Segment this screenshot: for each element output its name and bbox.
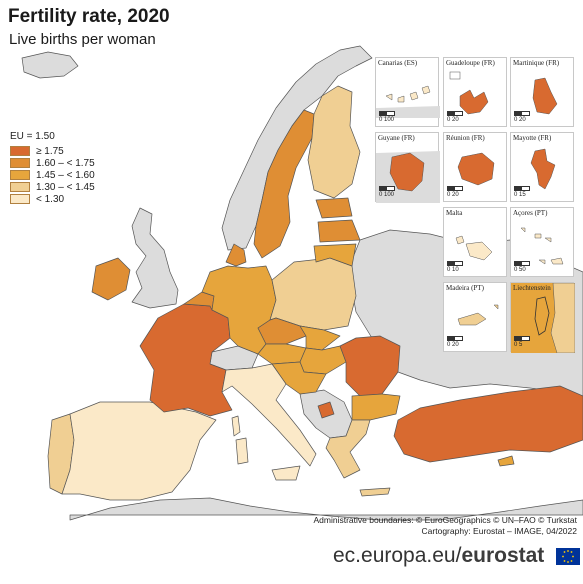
region-lithuania [313, 243, 357, 267]
inset-liechtenstein: Liechtenstein 0 5 [510, 282, 575, 353]
legend-label: < 1.30 [36, 193, 65, 205]
legend-swatch [10, 158, 30, 168]
scale-bar: 0 10 [447, 261, 463, 273]
legend-row: 1.30 – < 1.45 [10, 181, 95, 193]
footer-brand: eurostat [461, 544, 545, 567]
region-ireland [91, 257, 131, 301]
inset-label: Martinique (FR) [513, 59, 560, 67]
inset-label: Canarias (ES) [378, 59, 418, 67]
inset-reunion: Réunion (FR) 0 20 [443, 132, 507, 202]
region-cyprus [497, 455, 515, 467]
legend-label: ≥ 1.75 [36, 145, 64, 157]
region-slovakia [299, 325, 341, 351]
eu-flag-icon [556, 548, 580, 565]
legend-label: 1.45 – < 1.60 [36, 169, 95, 181]
region-italy [221, 363, 317, 467]
inset-canarias: Canarias (ES) 0 100 [375, 57, 440, 127]
inset-label: Madeira (PT) [446, 284, 484, 292]
legend-swatch [10, 194, 30, 204]
legend-row: ≥ 1.75 [10, 145, 95, 157]
eurostat-footer[interactable]: ec.europa.eu/eurostat [333, 544, 544, 568]
scale-bar: 0 100 [379, 111, 395, 123]
inset-mayotte: Mayotte (FR) 0 15 [510, 132, 574, 202]
inset-reunion-map [457, 152, 495, 186]
region-crete [359, 487, 391, 497]
region-greece [325, 419, 371, 479]
footer-domain: ec.europa.eu/ [333, 544, 462, 567]
region-spain [61, 401, 217, 501]
inset-liechtenstein-map [511, 283, 575, 353]
credits-boundaries: Administrative boundaries: © EuroGeograp… [313, 515, 577, 525]
legend-row: < 1.30 [10, 193, 95, 205]
legend-label: 1.30 – < 1.45 [36, 181, 95, 193]
inset-malta: Malta 0 10 [443, 207, 507, 277]
legend-row: 1.60 – < 1.75 [10, 157, 95, 169]
region-non-eu-iceland [21, 51, 79, 79]
inset-malta-map [455, 235, 493, 261]
inset-label: Mayotte (FR) [513, 134, 552, 142]
region-montenegro [317, 401, 335, 419]
credits: Administrative boundaries: © EuroGeograp… [313, 515, 577, 537]
inset-guadeloupe-map [449, 71, 489, 115]
region-estonia [315, 197, 353, 219]
scale-bar: 0 20 [447, 336, 463, 348]
region-sicily [271, 465, 301, 481]
legend-eu-value: EU = 1.50 [10, 131, 55, 142]
inset-label: Guyane (FR) [378, 134, 415, 142]
region-corsica [231, 415, 241, 437]
region-romania [339, 335, 401, 397]
inset-label: Açores (PT) [513, 209, 548, 217]
region-denmark [225, 243, 247, 267]
region-non-eu-africa [69, 497, 583, 521]
inset-guadeloupe: Guadeloupe (FR) 0 20 [443, 57, 507, 127]
inset-label: Guadeloupe (FR) [446, 59, 495, 67]
scale-bar: 0 100 [379, 186, 395, 198]
legend-swatch [10, 146, 30, 156]
region-bulgaria [351, 393, 401, 421]
region-hungary [299, 345, 347, 375]
scale-bar: 0 15 [514, 186, 530, 198]
inset-label: Liechtenstein [513, 284, 551, 292]
map-title: Fertility rate, 2020 [8, 6, 170, 27]
inset-madeira: Madeira (PT) 0 20 [443, 282, 507, 352]
legend: EU = 1.50 ≥ 1.75 1.60 – < 1.75 1.45 – < … [10, 131, 95, 205]
map-subtitle: Live births per woman [9, 31, 156, 48]
region-latvia [317, 219, 361, 243]
inset-martinique-map [532, 77, 558, 115]
inset-label: Malta [446, 209, 463, 217]
inset-martinique: Martinique (FR) 0 20 [510, 57, 574, 127]
inset-label: Réunion (FR) [446, 134, 485, 142]
credits-cartography: Cartography: Eurostat – IMAGE, 04/2022 [421, 526, 577, 536]
region-austria [257, 343, 307, 365]
legend-swatch [10, 170, 30, 180]
region-sardinia [235, 437, 249, 465]
scale-bar: 0 20 [514, 111, 530, 123]
region-turkey [393, 385, 583, 463]
inset-mayotte-map [530, 148, 556, 190]
region-slovenia-croatia [271, 361, 327, 395]
inset-acores-map [520, 227, 564, 265]
scale-bar: 0 5 [514, 336, 530, 348]
legend-label: 1.60 – < 1.75 [36, 157, 95, 169]
inset-acores: Açores (PT) 0 50 [510, 207, 574, 277]
inset-madeira-map [457, 304, 499, 326]
scale-bar: 0 20 [447, 111, 463, 123]
scale-bar: 0 20 [447, 186, 463, 198]
region-poland [269, 257, 357, 331]
region-non-eu-uk [131, 207, 179, 309]
legend-swatch [10, 182, 30, 192]
legend-row: 1.45 – < 1.60 [10, 169, 95, 181]
inset-guyane: Guyane (FR) 0 100 [375, 132, 440, 203]
scale-bar: 0 50 [514, 261, 530, 273]
region-finland [307, 85, 361, 199]
